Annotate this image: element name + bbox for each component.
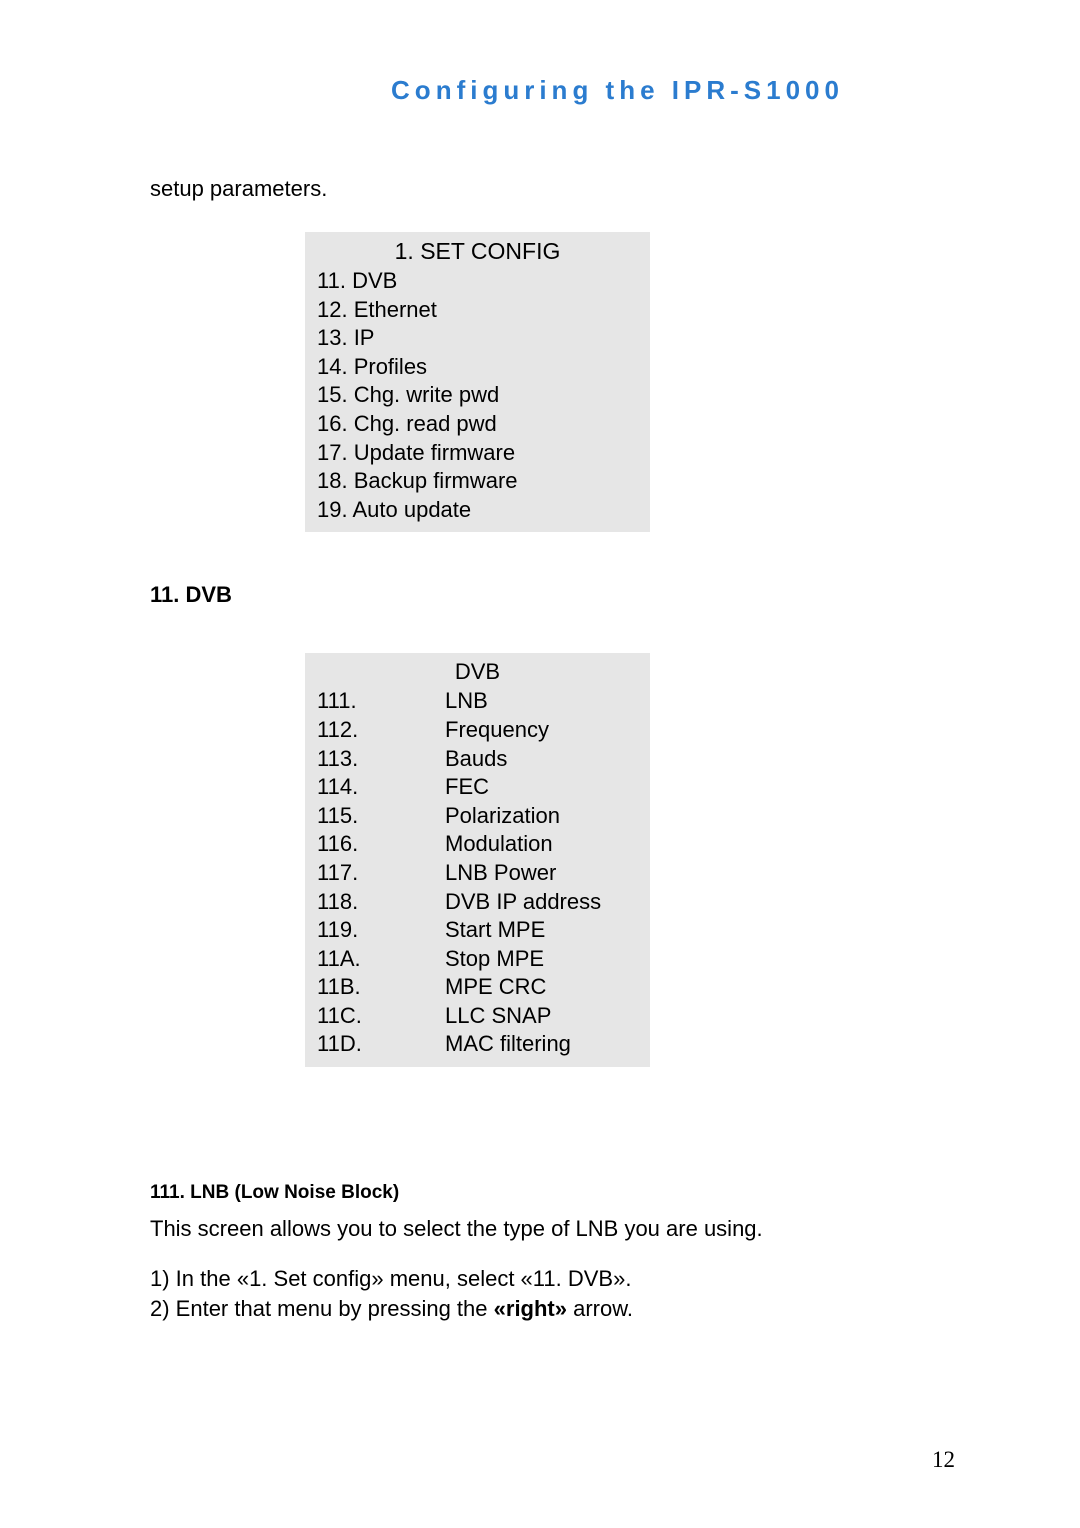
dvb-row: 111. LNB	[315, 687, 640, 716]
dvb-row: 11C. LLC SNAP	[315, 1002, 640, 1031]
dvb-row-num: 118.	[315, 888, 445, 917]
config-item: 14. Profiles	[315, 353, 640, 382]
config-item: 15. Chg. write pwd	[315, 381, 640, 410]
dvb-row-num: 114.	[315, 773, 445, 802]
dvb-row-label: LNB Power	[445, 859, 640, 888]
dvb-row: 119. Start MPE	[315, 916, 640, 945]
dvb-row-label: Stop MPE	[445, 945, 640, 974]
step-2-prefix: 2) Enter that menu by pressing the	[150, 1296, 494, 1321]
config-item: 11. DVB	[315, 267, 640, 296]
dvb-row: 112. Frequency	[315, 716, 640, 745]
step-1-text: 1) In the «1. Set config» menu, select «…	[150, 1264, 945, 1294]
setup-parameters-text: setup parameters.	[150, 176, 945, 202]
set-config-title: 1. SET CONFIG	[315, 238, 640, 265]
lnb-sub-heading: 111. LNB (Low Noise Block)	[150, 1182, 945, 1204]
config-item: 17. Update firmware	[315, 439, 640, 468]
dvb-row: 11A. Stop MPE	[315, 945, 640, 974]
dvb-row-num: 113.	[315, 745, 445, 774]
dvb-row-label: Frequency	[445, 716, 640, 745]
dvb-row: 114. FEC	[315, 773, 640, 802]
config-item: 16. Chg. read pwd	[315, 410, 640, 439]
dvb-row-label: Modulation	[445, 830, 640, 859]
dvb-row-label: MPE CRC	[445, 973, 640, 1002]
dvb-row-label: Bauds	[445, 745, 640, 774]
dvb-row: 11D. MAC filtering	[315, 1030, 640, 1059]
dvb-row: 116. Modulation	[315, 830, 640, 859]
dvb-row-label: MAC filtering	[445, 1030, 640, 1059]
dvb-row: 115. Polarization	[315, 802, 640, 831]
dvb-section-heading: 11. DVB	[150, 582, 945, 608]
dvb-row: 11B. MPE CRC	[315, 973, 640, 1002]
set-config-box: 1. SET CONFIG 11. DVB 12. Ethernet 13. I…	[305, 232, 650, 532]
lnb-description-text: This screen allows you to select the typ…	[150, 1216, 945, 1242]
dvb-row-label: DVB IP address	[445, 888, 640, 917]
dvb-row-label: FEC	[445, 773, 640, 802]
dvb-row-num: 116.	[315, 830, 445, 859]
dvb-row-num: 115.	[315, 802, 445, 831]
dvb-row-label: Start MPE	[445, 916, 640, 945]
config-item: 18. Backup firmware	[315, 467, 640, 496]
dvb-row-label: LLC SNAP	[445, 1002, 640, 1031]
dvb-row-num: 11D.	[315, 1030, 445, 1059]
dvb-row-num: 11A.	[315, 945, 445, 974]
step-2-bold: «right»	[494, 1296, 567, 1321]
step-2-text: 2) Enter that menu by pressing the «righ…	[150, 1294, 945, 1324]
dvb-row-label: Polarization	[445, 802, 640, 831]
dvb-row-num: 111.	[315, 687, 445, 716]
dvb-row: 118. DVB IP address	[315, 888, 640, 917]
page-number: 12	[932, 1447, 955, 1473]
config-item: 13. IP	[315, 324, 640, 353]
dvb-row: 113. Bauds	[315, 745, 640, 774]
dvb-row-num: 112.	[315, 716, 445, 745]
dvb-row-label: LNB	[445, 687, 640, 716]
dvb-row-num: 117.	[315, 859, 445, 888]
dvb-box-title: DVB	[315, 659, 640, 685]
dvb-box: DVB 111. LNB 112. Frequency 113. Bauds 1…	[305, 653, 650, 1067]
dvb-row-num: 119.	[315, 916, 445, 945]
dvb-row-num: 11C.	[315, 1002, 445, 1031]
config-item: 19. Auto update	[315, 496, 640, 525]
dvb-row: 117. LNB Power	[315, 859, 640, 888]
page-header-title: Configuring the IPR-S1000	[290, 75, 945, 106]
step-2-suffix: arrow.	[567, 1296, 633, 1321]
config-item: 12. Ethernet	[315, 296, 640, 325]
dvb-row-num: 11B.	[315, 973, 445, 1002]
